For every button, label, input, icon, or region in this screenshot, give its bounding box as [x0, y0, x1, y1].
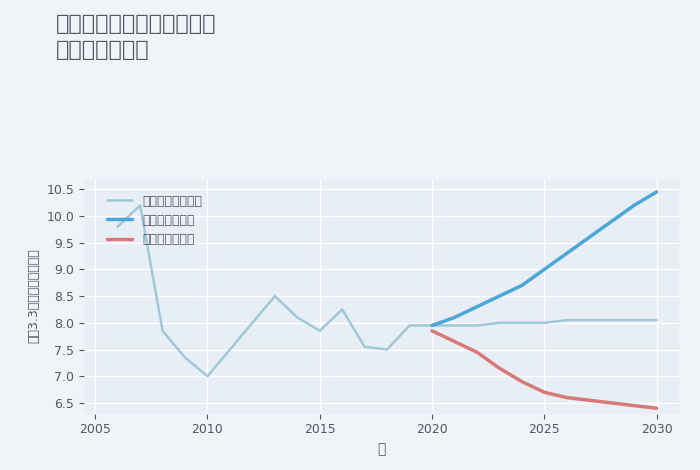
グッドシナリオ	[450, 314, 459, 320]
ノーマルシナリオ	[383, 347, 391, 352]
ノーマルシナリオ	[158, 328, 167, 334]
バッドシナリオ	[450, 339, 459, 345]
ノーマルシナリオ	[293, 314, 302, 320]
ノーマルシナリオ	[271, 293, 279, 299]
ノーマルシナリオ	[585, 317, 594, 323]
バッドシナリオ	[495, 365, 503, 371]
ノーマルシナリオ	[517, 320, 526, 326]
ノーマルシナリオ	[630, 317, 638, 323]
ノーマルシナリオ	[136, 203, 144, 208]
ノーマルシナリオ	[608, 317, 616, 323]
バッドシナリオ	[585, 398, 594, 403]
ノーマルシナリオ	[563, 317, 571, 323]
ノーマルシナリオ	[360, 344, 369, 350]
ノーマルシナリオ	[338, 306, 346, 312]
ノーマルシナリオ	[113, 224, 122, 229]
ノーマルシナリオ	[203, 373, 211, 379]
バッドシナリオ	[540, 390, 549, 395]
バッドシナリオ	[517, 379, 526, 384]
グッドシナリオ	[652, 189, 661, 195]
ノーマルシナリオ	[473, 323, 481, 329]
X-axis label: 年: 年	[377, 442, 386, 456]
バッドシナリオ	[652, 406, 661, 411]
グッドシナリオ	[563, 251, 571, 256]
バッドシナリオ	[473, 349, 481, 355]
グッドシナリオ	[495, 293, 503, 299]
Line: ノーマルシナリオ: ノーマルシナリオ	[118, 205, 657, 376]
ノーマルシナリオ	[495, 320, 503, 326]
グッドシナリオ	[540, 266, 549, 272]
ノーマルシナリオ	[181, 355, 189, 360]
Line: バッドシナリオ: バッドシナリオ	[432, 331, 657, 408]
Legend: ノーマルシナリオ, グッドシナリオ, バッドシナリオ: ノーマルシナリオ, グッドシナリオ, バッドシナリオ	[102, 189, 207, 251]
グッドシナリオ	[473, 304, 481, 310]
グッドシナリオ	[608, 219, 616, 224]
ノーマルシナリオ	[428, 323, 436, 329]
バッドシナリオ	[630, 403, 638, 408]
ノーマルシナリオ	[540, 320, 549, 326]
グッドシナリオ	[585, 235, 594, 240]
ノーマルシナリオ	[652, 317, 661, 323]
ノーマルシナリオ	[316, 328, 324, 334]
バッドシナリオ	[428, 328, 436, 334]
グッドシナリオ	[630, 203, 638, 208]
ノーマルシナリオ	[405, 323, 414, 329]
バッドシナリオ	[563, 395, 571, 400]
ノーマルシナリオ	[450, 323, 459, 329]
Y-axis label: 坪（3.3㎡）単価（万円）: 坪（3.3㎡）単価（万円）	[28, 249, 41, 344]
グッドシナリオ	[517, 282, 526, 288]
Text: 福岡県朝倉郡筑前町大塚の
土地の価格推移: 福岡県朝倉郡筑前町大塚の 土地の価格推移	[56, 14, 216, 61]
バッドシナリオ	[608, 400, 616, 406]
Line: グッドシナリオ: グッドシナリオ	[432, 192, 657, 326]
グッドシナリオ	[428, 323, 436, 329]
